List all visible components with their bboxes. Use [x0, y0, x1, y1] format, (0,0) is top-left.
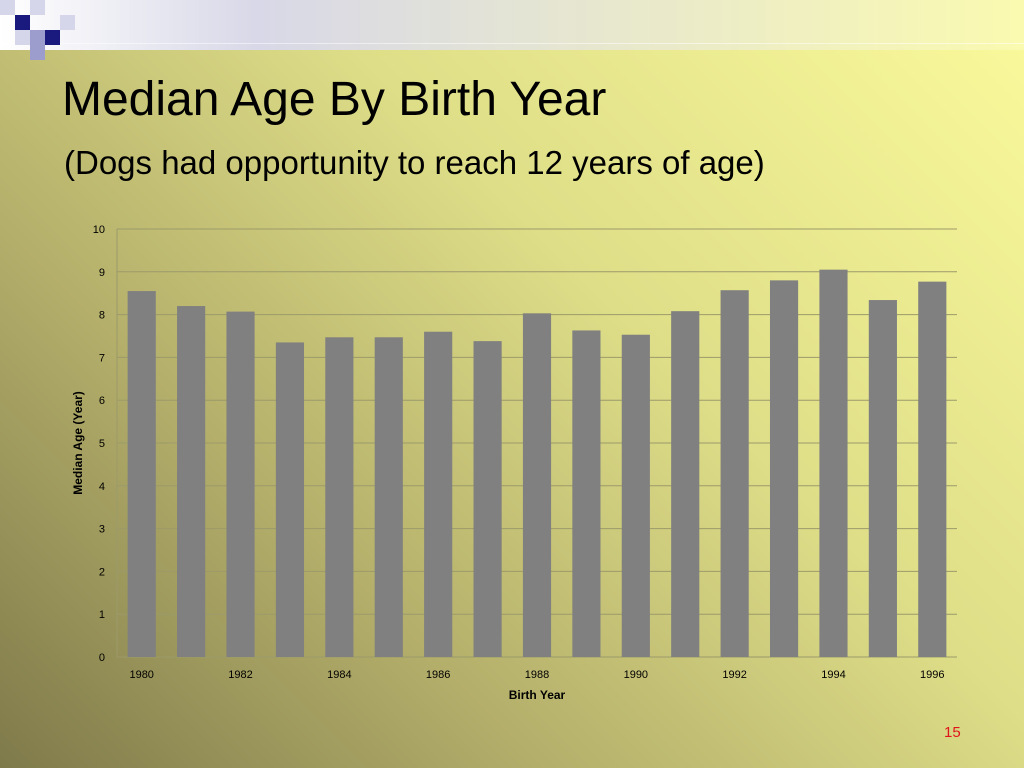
- bar-1988: [522, 313, 552, 657]
- y-axis-title: Median Age (Year): [71, 391, 85, 495]
- bar-1991: [671, 311, 700, 657]
- y-tick-label: 9: [99, 267, 105, 279]
- y-tick-label: 5: [99, 438, 105, 450]
- y-tick-label: 10: [93, 224, 105, 236]
- bar-1995: [868, 300, 897, 657]
- bar-1994: [819, 269, 848, 657]
- x-tick-label: 1986: [426, 669, 450, 681]
- x-tick-label: 1984: [327, 669, 351, 681]
- bar-1981: [177, 306, 206, 657]
- y-tick-label: 8: [99, 310, 105, 322]
- y-tick-label: 3: [99, 524, 105, 536]
- x-tick-label: 1982: [228, 669, 252, 681]
- x-axis-title: Birth Year: [509, 688, 566, 702]
- bar-1985: [374, 337, 403, 657]
- slide-subtitle: (Dogs had opportunity to reach 12 years …: [64, 144, 765, 181]
- header-divider: [0, 43, 1024, 44]
- chart-bars: [127, 269, 947, 657]
- y-tick-label: 4: [99, 481, 105, 493]
- bar-1987: [473, 341, 502, 657]
- bar-1996: [918, 281, 947, 657]
- bar-1980: [127, 291, 156, 657]
- y-tick-label: 6: [99, 395, 105, 407]
- x-tick-label: 1988: [525, 669, 549, 681]
- bar-1993: [769, 280, 799, 657]
- x-tick-label: 1990: [624, 669, 648, 681]
- header-band: [0, 0, 1024, 50]
- bar-1990: [621, 334, 650, 657]
- x-tick-label: 1992: [722, 669, 746, 681]
- bar-1983: [275, 342, 305, 657]
- y-tick-label: 0: [99, 652, 105, 664]
- slide-title: Median Age By Birth Year: [62, 73, 607, 126]
- y-tick-label: 1: [99, 609, 105, 621]
- bar-1986: [424, 331, 453, 657]
- page-number: 15: [944, 724, 961, 741]
- bar-1992: [720, 290, 749, 657]
- x-tick-label: 1994: [821, 669, 845, 681]
- y-tick-label: 2: [99, 566, 105, 578]
- corner-squares-decoration: [0, 0, 80, 60]
- x-tick-label: 1980: [129, 669, 153, 681]
- x-tick-label: 1996: [920, 669, 944, 681]
- y-axis-ticks: 0 1 2 3 4 5 6 7 8 9 10: [93, 224, 105, 664]
- bar-1982: [226, 311, 255, 657]
- y-tick-label: 7: [99, 352, 105, 364]
- bar-1984: [325, 337, 354, 657]
- bar-1989: [572, 330, 601, 657]
- x-axis-ticks: 1980 1982 1984 1986 1988 1990 1992 1994 1996: [129, 669, 944, 681]
